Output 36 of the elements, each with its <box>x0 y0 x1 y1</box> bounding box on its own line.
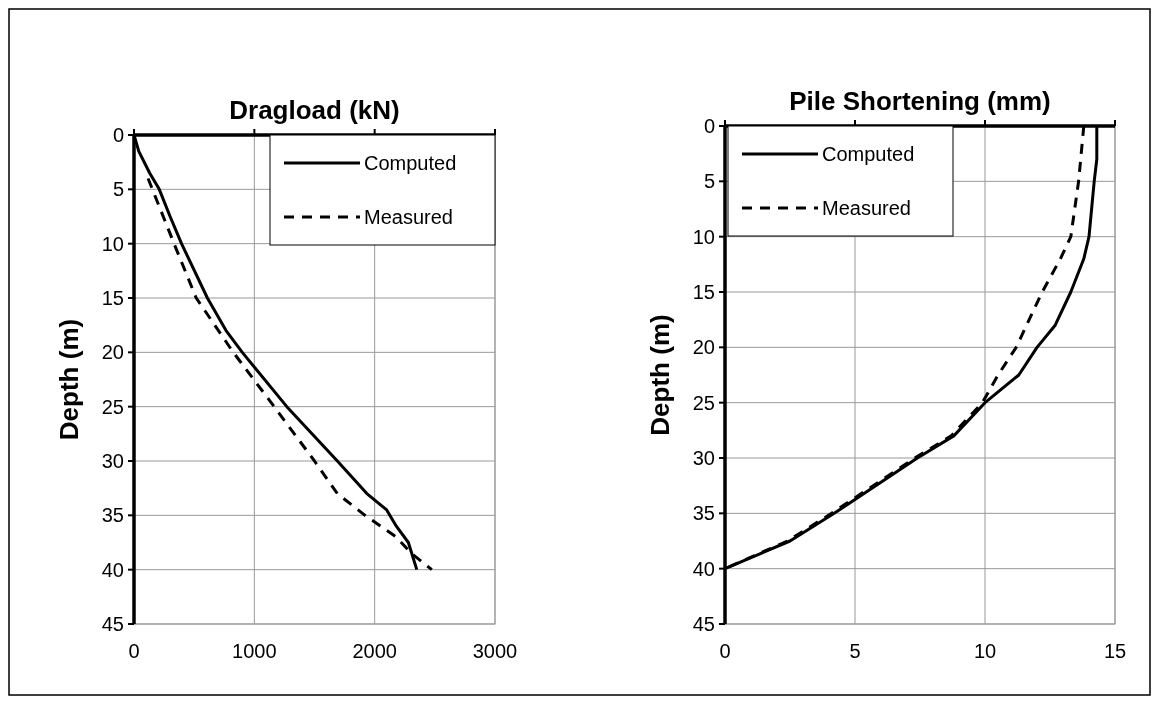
y-tick-label: 35 <box>692 502 715 525</box>
x-tick-label: 2000 <box>352 640 397 662</box>
y-tick-label: 0 <box>703 115 715 137</box>
x-tick-label: 1000 <box>232 640 277 662</box>
y-axis-title: Depth (m) <box>54 318 84 441</box>
chart-title: Pile Shortening (mm) <box>789 86 1051 116</box>
y-tick-label: 45 <box>692 613 715 635</box>
y-tick-label: 10 <box>692 225 715 248</box>
legend-label: Measured <box>364 206 453 228</box>
x-tick-label: 3000 <box>472 640 518 662</box>
x-tick-label: 0 <box>719 640 731 662</box>
chart-title: Dragload (kN) <box>229 95 400 125</box>
x-tick-label: 10 <box>973 640 997 662</box>
y-tick-label: 15 <box>101 287 124 309</box>
x-tick-label: 5 <box>849 640 861 662</box>
y-tick-label: 5 <box>112 178 124 201</box>
x-tick-label: 15 <box>1103 640 1127 662</box>
y-tick-label: 25 <box>692 391 715 414</box>
y-tick-label: 5 <box>703 170 715 193</box>
y-tick-label: 30 <box>692 447 715 469</box>
legend-label: Computed <box>364 152 457 174</box>
y-tick-label: 20 <box>101 341 124 364</box>
x-tick-label: 0 <box>128 640 140 662</box>
y-tick-label: 25 <box>101 395 124 418</box>
legend-label: Computed <box>822 143 915 165</box>
legend-label: Measured <box>822 197 911 219</box>
y-axis-title: Depth (m) <box>645 314 675 436</box>
y-tick-label: 40 <box>101 558 124 581</box>
y-tick-label: 10 <box>101 232 124 255</box>
y-tick-label: 40 <box>692 557 715 580</box>
y-tick-label: 0 <box>112 124 124 146</box>
y-tick-label: 20 <box>692 336 715 359</box>
y-tick-label: 15 <box>692 281 715 303</box>
y-tick-label: 45 <box>101 613 124 635</box>
y-tick-label: 35 <box>101 504 124 527</box>
y-tick-label: 30 <box>101 450 124 472</box>
